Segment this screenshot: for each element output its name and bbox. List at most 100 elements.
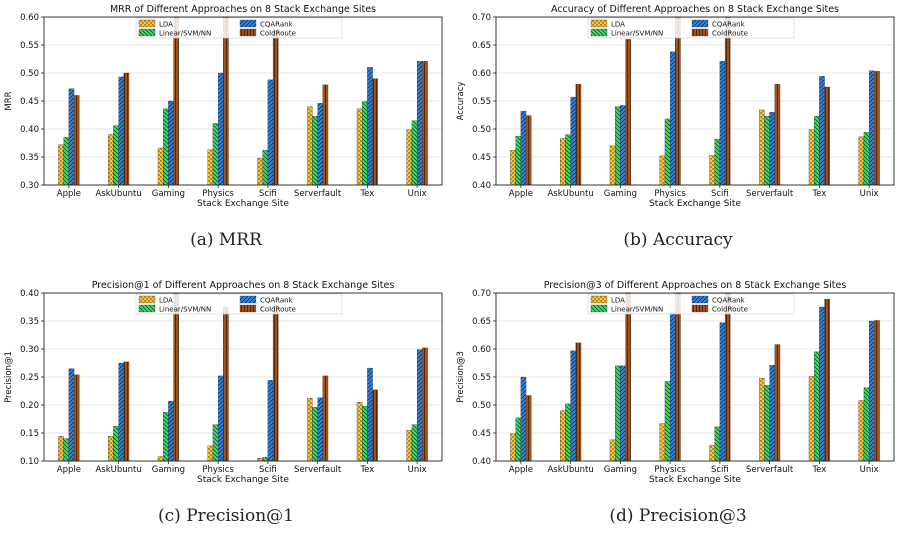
- x-tick-label: Gaming: [152, 189, 185, 199]
- bar-coldroute-serverfault: [774, 344, 781, 462]
- x-tick-label: Tex: [359, 189, 374, 199]
- bar-cqarank-serverfault: [317, 397, 323, 462]
- bar-linear-svm-nn-unix: [411, 424, 418, 462]
- bar-cqarank-physics: [669, 51, 676, 186]
- y-tick-label: 0.40: [472, 181, 491, 191]
- y-tick-label: 0.70: [472, 13, 491, 23]
- y-tick-label: 0.25: [20, 373, 39, 383]
- x-tick-label: Serverfault: [294, 189, 342, 199]
- bar-lda-physics: [659, 423, 666, 462]
- bar-coldroute-apple: [525, 115, 532, 186]
- plot-frame: [495, 292, 895, 462]
- legend-swatch-coldroute: [691, 304, 709, 313]
- bar-cqarank-askubuntu: [570, 350, 576, 462]
- bar-linear-svm-nn-askubuntu: [565, 403, 571, 462]
- bar-cqarank-apple: [520, 376, 527, 462]
- bar-cqarank-physics: [217, 72, 224, 186]
- bar-lda-askubuntu: [560, 410, 566, 462]
- y-tick-label: 0.60: [472, 69, 491, 79]
- x-tick-label: Serverfault: [746, 189, 794, 199]
- x-tick-label: Scifi: [259, 189, 277, 199]
- y-tick-label: 0.40: [472, 457, 491, 467]
- bar-cqarank-unix: [868, 320, 875, 462]
- x-tick-label: Tex: [811, 465, 826, 475]
- x-tick-label: Gaming: [604, 189, 637, 199]
- y-tick-label: 0.70: [472, 289, 491, 299]
- legend-label-lda: LDA: [159, 21, 173, 29]
- bar-coldroute-scifi: [272, 29, 279, 186]
- bar-coldroute-physics: [675, 16, 681, 186]
- bar-coldroute-scifi: [272, 305, 279, 462]
- legend-box: [135, 17, 343, 39]
- x-tick-label: Scifi: [711, 465, 729, 475]
- bar-linear-svm-nn-scifi: [714, 426, 721, 462]
- bar-linear-svm-nn-apple: [63, 137, 70, 186]
- y-tick-label: 0.10: [20, 457, 39, 467]
- accuracy-chart: Accuracy of Different Approaches on 8 St…: [456, 4, 895, 209]
- legend-swatch-coldroute: [691, 28, 709, 37]
- bar-linear-svm-nn-serverfault: [764, 115, 770, 186]
- bar-linear-svm-nn-physics: [212, 123, 219, 186]
- x-tick-label: Tex: [811, 189, 826, 199]
- bar-lda-tex: [808, 129, 815, 186]
- bar-linear-svm-nn-physics: [664, 118, 671, 186]
- bar-cqarank-gaming: [620, 365, 626, 462]
- y-tick-label: 0.40: [20, 289, 39, 299]
- bar-coldroute-physics: [675, 292, 681, 462]
- legend-swatch-lda: [138, 295, 156, 304]
- bar-linear-svm-nn-askubuntu: [565, 134, 571, 186]
- bar-linear-svm-nn-apple: [515, 417, 522, 462]
- bar-cqarank-tex: [819, 306, 825, 462]
- y-axis-label: MRR: [4, 91, 14, 110]
- x-tick-label: Scifi: [711, 189, 729, 199]
- bar-coldroute-apple: [73, 95, 80, 186]
- legend-swatch-cqarank: [691, 19, 709, 28]
- caption-label: (c): [158, 506, 181, 526]
- bar-lda-tex: [356, 402, 363, 462]
- bar-cqarank-scifi: [719, 61, 726, 186]
- bar-lda-gaming: [157, 456, 164, 462]
- caption-precision-at-1: (c) Precision@1: [0, 506, 452, 526]
- y-tick-label: 0.30: [20, 345, 39, 355]
- bar-lda-unix: [858, 136, 865, 186]
- bar-linear-svm-nn-serverfault: [312, 407, 318, 462]
- bar-cqarank-unix: [416, 349, 423, 462]
- y-tick-label: 0.55: [472, 373, 491, 383]
- y-tick-label: 0.60: [20, 13, 39, 23]
- legend-label-coldroute: ColdRoute: [712, 306, 748, 314]
- bar-linear-svm-nn-askubuntu: [113, 125, 119, 186]
- bar-coldroute-tex: [372, 78, 378, 186]
- bar-lda-apple: [58, 144, 64, 186]
- bar-linear-svm-nn-serverfault: [764, 385, 770, 462]
- bar-lda-physics: [659, 155, 666, 186]
- caption-text: Accuracy: [652, 230, 733, 250]
- chart-title: Precision@3 of Different Approaches on 8…: [544, 280, 847, 291]
- precision-at-3-panel: Precision@3 of Different Approaches on 8…: [452, 276, 904, 552]
- bar-lda-apple: [510, 150, 516, 186]
- legend-label-cqarank: CQARank: [712, 297, 746, 305]
- bar-cqarank-gaming: [168, 100, 174, 186]
- bar-linear-svm-nn-askubuntu: [113, 426, 119, 462]
- caption-label: (b): [623, 230, 648, 250]
- bar-lda-askubuntu: [108, 134, 114, 186]
- y-tick-label: 0.65: [472, 41, 491, 51]
- legend-swatch-lda: [590, 295, 608, 304]
- y-tick-label: 0.40: [20, 125, 39, 135]
- bar-cqarank-physics: [669, 312, 676, 462]
- legend-box: [135, 293, 343, 315]
- y-tick-label: 0.55: [20, 41, 39, 51]
- legend-swatch-lda: [590, 19, 608, 28]
- bar-coldroute-apple: [73, 374, 80, 462]
- bar-lda-tex: [356, 108, 363, 186]
- y-tick-label: 0.50: [20, 69, 39, 79]
- x-tick-label: Physics: [654, 465, 686, 475]
- bar-cqarank-unix: [868, 70, 875, 186]
- y-tick-label: 0.50: [472, 125, 491, 135]
- y-axis-label: Accuracy: [456, 82, 466, 121]
- bar-coldroute-askubuntu: [123, 72, 130, 186]
- bar-coldroute-tex: [372, 389, 378, 462]
- bar-coldroute-gaming: [173, 16, 179, 186]
- legend-swatch-linear-svm-nn: [590, 28, 608, 37]
- bar-cqarank-scifi: [267, 79, 274, 186]
